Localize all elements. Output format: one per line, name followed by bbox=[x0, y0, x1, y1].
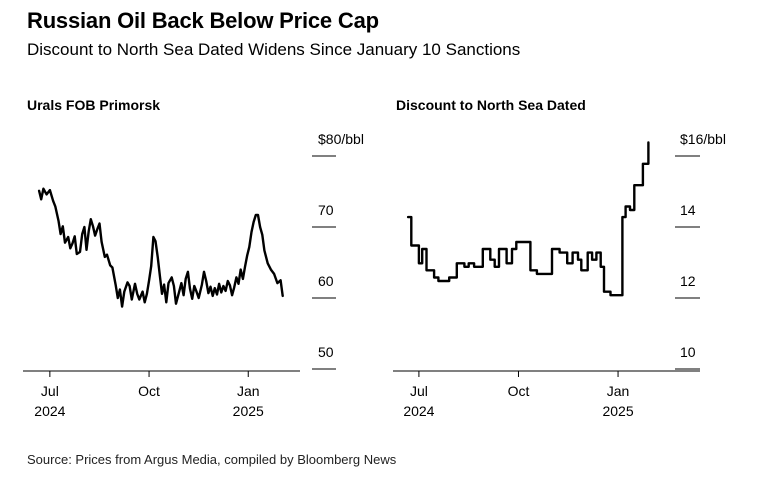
panel-urals: Urals FOB Primorsk $80/bbl 70 60 50 Jul 2024 O… bbox=[23, 97, 364, 419]
y-tick-label: 50 bbox=[318, 344, 334, 360]
panel-title-urals: Urals FOB Primorsk bbox=[27, 97, 160, 113]
x-tick-label-month: Jul bbox=[41, 383, 59, 399]
x-tick-label-month: Jan bbox=[607, 383, 630, 399]
y-tick-label: 60 bbox=[318, 273, 334, 289]
x-tick-label-year: 2025 bbox=[233, 403, 264, 419]
source-note: Source: Prices from Argus Media, compile… bbox=[27, 452, 397, 467]
x-tick-label-year: 2025 bbox=[602, 403, 633, 419]
y-tick-label: 10 bbox=[680, 344, 696, 360]
chart-title: Russian Oil Back Below Price Cap bbox=[27, 8, 379, 33]
y-tick-label: 70 bbox=[318, 202, 334, 218]
chart-subtitle: Discount to North Sea Dated Widens Since… bbox=[27, 40, 521, 59]
panel-discount: Discount to North Sea Dated $16/bbl 14 12 1… bbox=[393, 97, 726, 419]
x-tick-label-year: 2024 bbox=[34, 403, 65, 419]
series-line bbox=[406, 141, 650, 297]
y-tick-label: $16/bbl bbox=[680, 131, 726, 147]
x-tick-label-month: Jul bbox=[410, 383, 428, 399]
series-line bbox=[37, 187, 284, 308]
y-tick-label: 14 bbox=[680, 202, 696, 218]
x-tick-label-month: Oct bbox=[138, 383, 160, 399]
x-tick-label-month: Jan bbox=[237, 383, 260, 399]
y-tick-label: 12 bbox=[680, 273, 696, 289]
panel-title-discount: Discount to North Sea Dated bbox=[396, 97, 586, 113]
y-tick-label: $80/bbl bbox=[318, 131, 364, 147]
x-tick-label-year: 2024 bbox=[403, 403, 434, 419]
x-tick-label-month: Oct bbox=[508, 383, 530, 399]
